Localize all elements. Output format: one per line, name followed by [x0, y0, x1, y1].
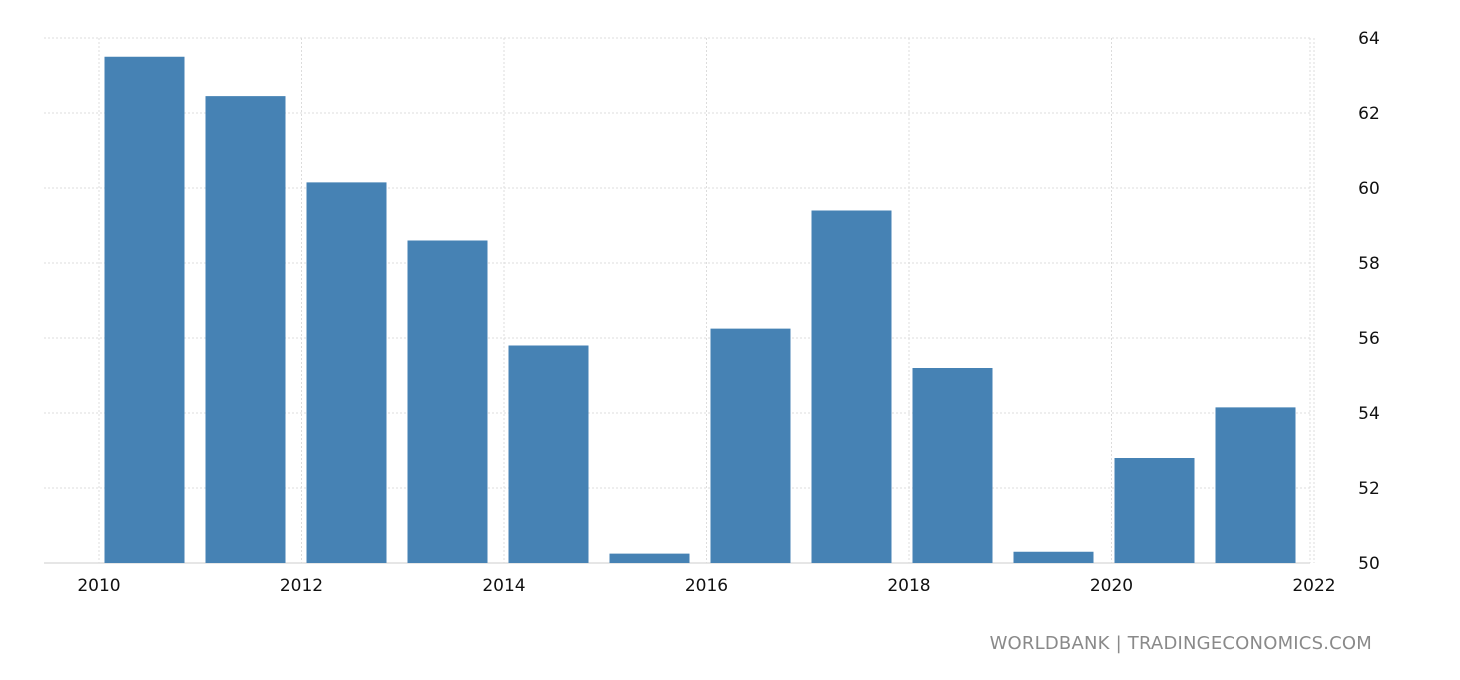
bar-2022: [1215, 407, 1296, 563]
x-tick-label-2018: 2018: [887, 576, 930, 596]
bar-2019: [912, 368, 993, 563]
y-tick-label-54: 54: [1358, 404, 1380, 424]
bar-2017: [710, 328, 791, 563]
y-tick-label-58: 58: [1358, 254, 1380, 274]
source-attribution: WORLDBANK | TRADINGECONOMICS.COM: [989, 633, 1372, 654]
grid-lines: [44, 37, 1315, 564]
bar-2014: [407, 240, 488, 563]
y-tick-label-60: 60: [1358, 179, 1380, 199]
bar-2016: [609, 553, 690, 563]
x-tick-label-2020: 2020: [1090, 576, 1133, 596]
y-axis-ticks: 50 52 54 56 58 60 62 64: [1358, 29, 1380, 574]
y-tick-label-62: 62: [1358, 104, 1380, 124]
y-tick-label-64: 64: [1358, 29, 1380, 49]
y-tick-label-50: 50: [1358, 554, 1380, 574]
bar-2011: [104, 56, 185, 563]
bar-series: [104, 56, 1296, 563]
bar-2018: [811, 210, 892, 563]
bar-2021: [1114, 458, 1195, 563]
y-tick-label-56: 56: [1358, 329, 1380, 349]
x-tick-label-2016: 2016: [685, 576, 728, 596]
bar-2013: [306, 182, 387, 563]
x-tick-label-2014: 2014: [482, 576, 525, 596]
x-tick-label-2022: 2022: [1292, 576, 1335, 596]
x-axis-ticks: 2010 2012 2014 2016 2018 2020 2022: [77, 576, 1335, 596]
x-tick-label-2010: 2010: [77, 576, 120, 596]
x-tick-label-2012: 2012: [280, 576, 323, 596]
bar-2020: [1013, 551, 1094, 563]
y-tick-label-52: 52: [1358, 479, 1380, 499]
bar-2012: [205, 96, 286, 563]
bar-2015: [508, 345, 589, 563]
